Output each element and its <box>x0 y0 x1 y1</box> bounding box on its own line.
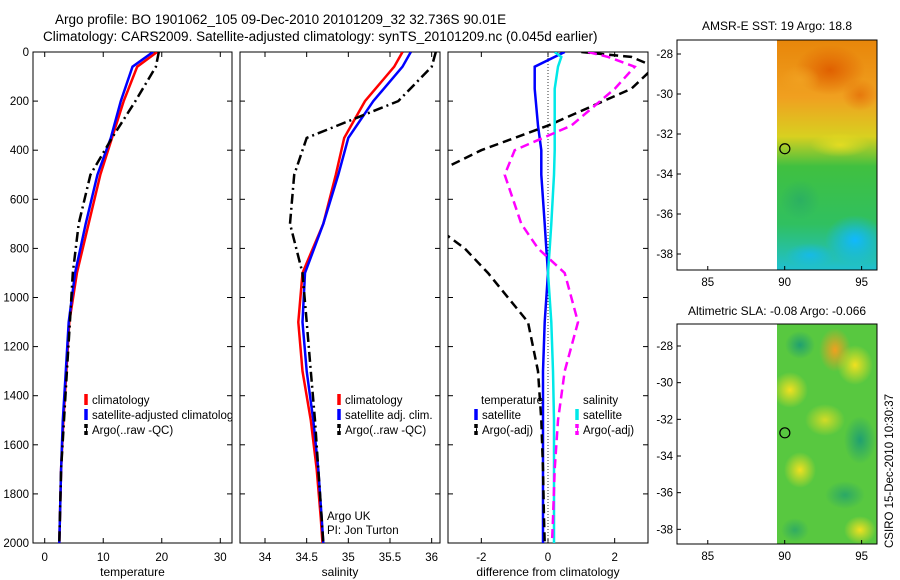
annotation-line-1: Argo UK <box>327 511 371 523</box>
sst-heatmap <box>777 40 877 270</box>
temperature-xlabel: temperature <box>100 565 165 579</box>
sst-map-argo-marker <box>779 143 791 155</box>
series-line-argo-raw-qc- <box>288 52 438 543</box>
depth-tick-label: 1800 <box>3 489 29 501</box>
salinity-xtick-label: 34.5 <box>295 552 317 564</box>
depth-tick-label: 1400 <box>3 391 29 403</box>
sla-map-ytick-label: -32 <box>656 414 673 426</box>
depth-tick-label: 0 <box>23 47 29 59</box>
diff-legend-sal-argo-label: Argo(-adj) <box>583 425 634 437</box>
series-line-satellite-adj-clim- <box>301 52 412 543</box>
salinity-xtick-label: 35 <box>342 552 355 564</box>
sla-map-argo-marker <box>779 427 791 439</box>
difference-xlabel: difference from climatology <box>476 565 619 579</box>
depth-tick-label: 1000 <box>3 293 29 305</box>
sla-map-xtick-label: 85 <box>701 551 714 563</box>
annotation-line-2: PI: Jon Turton <box>327 525 399 537</box>
diff-legend-group-temperature: temperature <box>481 395 543 407</box>
sal-legend-label: climatology <box>345 395 403 407</box>
series-line-climatology <box>58 52 158 543</box>
series-line-temperature-satellite <box>533 52 566 543</box>
salinity-xtick-label: 36 <box>425 552 438 564</box>
sst-map-xtick-label: 95 <box>855 277 868 289</box>
diff-legend-temp-sat-label: satellite <box>482 410 521 422</box>
salinity-xtick-label: 35.5 <box>379 552 401 564</box>
sla-map-xtick-label: 90 <box>778 551 791 563</box>
sla-map-title: Altimetric SLA: -0.08 Argo: -0.066 <box>688 304 866 318</box>
sla-map-ytick-label: -30 <box>656 378 673 390</box>
sla-map-ytick-label: -38 <box>656 524 673 536</box>
sla-map-xtick-label: 95 <box>855 551 868 563</box>
title-line-2: Climatology: CARS2009. Satellite-adjuste… <box>43 29 598 44</box>
sst-map-frame <box>676 39 878 271</box>
sla-map-ytick-label: -28 <box>656 341 673 353</box>
difference-xtick-label: -2 <box>476 552 486 564</box>
depth-tick-label: 600 <box>10 194 29 206</box>
sst-map-ytick-label: -36 <box>656 209 673 221</box>
depth-tick-label: 1600 <box>3 440 29 452</box>
sal-legend-label: satellite adj. clim. <box>345 410 433 422</box>
series-line-temperature-argo-adj-deep <box>448 234 546 543</box>
temperature-xtick-label: 10 <box>97 552 110 564</box>
series-line-temperature-argo-adj- <box>448 52 648 168</box>
temperature-xtick-label: 0 <box>42 552 48 564</box>
diff-legend-temp-argo-label: Argo(-adj) <box>482 425 533 437</box>
difference-xtick-label: 2 <box>611 552 617 564</box>
sst-map-xtick-label: 90 <box>778 277 791 289</box>
depth-tick-label: 2000 <box>3 538 29 550</box>
temp-legend-label: Argo(..raw -QC) <box>92 425 173 437</box>
temperature-axes-frame <box>32 51 233 544</box>
series-line-satellite-adjusted-climatology <box>58 52 154 543</box>
sla-map-ytick-label: -34 <box>656 451 673 463</box>
diff-legend-group-salinity: salinity <box>583 395 618 407</box>
series-line-argo-raw-qc- <box>58 52 161 543</box>
temperature-xtick-label: 20 <box>155 552 168 564</box>
diff-legend-sal-sat-label: satellite <box>583 410 622 422</box>
sla-map-ytick-label: -36 <box>656 488 673 500</box>
temp-legend-label: satellite-adjusted climatolog <box>92 410 233 422</box>
sst-map-ytick-label: -32 <box>656 129 673 141</box>
depth-tick-label: 1200 <box>3 342 29 354</box>
sla-heatmap <box>777 324 877 544</box>
depth-tick-label: 200 <box>10 96 29 108</box>
sst-map-ytick-label: -30 <box>656 89 673 101</box>
salinity-xtick-label: 34 <box>259 552 272 564</box>
series-line-climatology <box>297 52 404 543</box>
sal-legend-label: Argo(..raw -QC) <box>345 425 426 437</box>
sst-map-xtick-label: 85 <box>701 277 714 289</box>
sst-map-title: AMSR-E SST: 19 Argo: 18.8 <box>702 19 852 33</box>
difference-xtick-label: 0 <box>545 552 551 564</box>
salinity-xlabel: salinity <box>322 565 359 579</box>
temperature-xtick-label: 30 <box>214 552 227 564</box>
sst-map-ytick-label: -34 <box>656 169 673 181</box>
depth-tick-label: 400 <box>10 145 29 157</box>
series-line-salinity-satellite <box>546 52 563 543</box>
sst-map-ytick-label: -38 <box>656 249 673 261</box>
temp-legend-label: climatology <box>92 395 150 407</box>
sst-map-ytick-label: -28 <box>656 49 673 61</box>
title-line-1: Argo profile: BO 1901062_105 09-Dec-2010… <box>55 12 507 27</box>
sla-map-frame <box>676 323 878 545</box>
credit-text: CSIRO 15-Dec-2010 10:30:37 <box>884 394 896 548</box>
series-line-salinity-argo-adj- <box>503 52 637 543</box>
depth-tick-label: 800 <box>10 243 29 255</box>
